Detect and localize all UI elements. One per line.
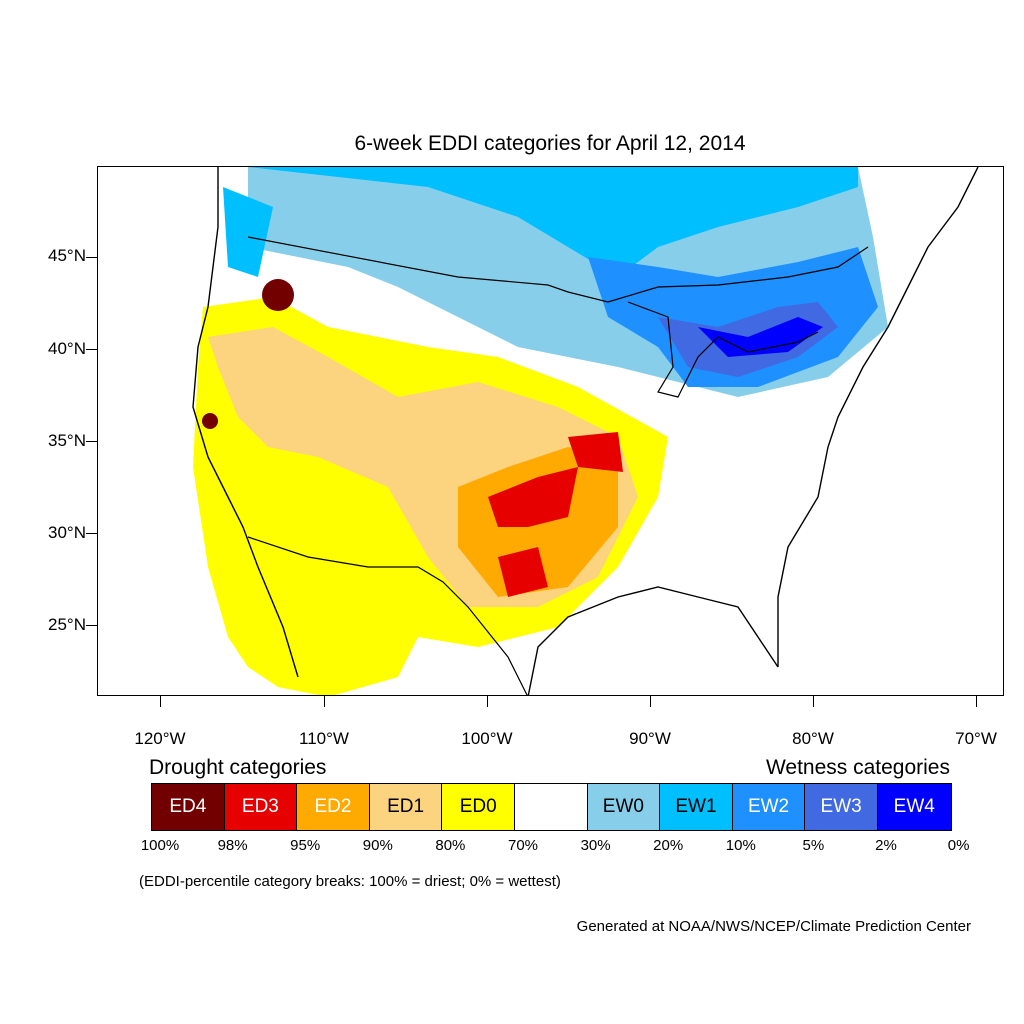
lat-label-30: 30°N — [48, 523, 86, 542]
legend-swatch-ed3: ED3 — [224, 784, 298, 830]
lat-tick — [86, 533, 97, 534]
canada-border — [247, 236, 869, 303]
legend-swatch-ew4: EW4 — [877, 784, 951, 830]
legend-break-label: 80% — [435, 837, 466, 854]
wetness-heading: Wetness categories — [765, 756, 950, 779]
lat-tick — [86, 349, 97, 350]
legend-swatch-neutral — [514, 784, 588, 830]
legend-break-label: 95% — [290, 837, 321, 854]
legend-break-label: 5% — [802, 837, 825, 854]
legend-colorbar: ED4 ED3 ED2 ED1 ED0 EW0 EW1 EW2 EW3 EW4 — [151, 783, 952, 831]
coastline-east — [777, 167, 979, 667]
legend-break-label: 70% — [507, 837, 539, 854]
legend-swatch-ed4: ED4 — [152, 784, 225, 830]
region-ew2 — [588, 247, 878, 387]
lat-tick — [86, 257, 97, 258]
legend-break-label: 90% — [362, 837, 393, 854]
legend-break-label: 0% — [947, 837, 970, 854]
lon-tick — [324, 696, 325, 707]
lat-tick — [86, 625, 97, 626]
lon-label-90: 90°W — [629, 729, 671, 748]
region-ew1-north — [248, 167, 858, 277]
lat-label-25: 25°N — [48, 615, 86, 634]
region-ed3-main — [488, 467, 578, 527]
region-ed4-idaho — [262, 279, 294, 311]
lat-label-35: 35°N — [48, 431, 86, 450]
legend-break-label: 20% — [653, 837, 684, 854]
legend-swatch-ew1: EW1 — [660, 784, 733, 830]
legend-swatch-ed0: ED0 — [442, 784, 515, 830]
great-lakes — [627, 301, 819, 398]
lon-label-80: 80°W — [792, 729, 834, 748]
region-ed4-calif — [202, 413, 218, 429]
lon-tick — [160, 696, 161, 707]
legend-swatch-ew0: EW0 — [587, 784, 661, 830]
lon-tick — [650, 696, 651, 707]
lat-tick — [86, 441, 97, 442]
legend-swatch-ed1: ED1 — [369, 784, 443, 830]
legend-swatch-ew3: EW3 — [805, 784, 878, 830]
lon-label-70: 70°W — [955, 729, 997, 748]
legend-break-label: 2% — [875, 837, 897, 854]
lat-label-40: 40°N — [48, 339, 86, 358]
credit-line: Generated at NOAA/NWS/NCEP/Climate Predi… — [576, 918, 971, 935]
coastline-gulf — [527, 586, 779, 695]
drought-heading: Drought categories — [149, 756, 327, 779]
region-ed3-south — [498, 547, 548, 597]
lon-tick — [813, 696, 814, 707]
region-ed3-ark — [568, 432, 623, 472]
map-title: 6-week EDDI categories for April 12, 201… — [354, 132, 746, 155]
legend-break-label: 100% — [140, 837, 180, 854]
footnote: (EDDI-percentile category breaks: 100% =… — [139, 873, 561, 890]
legend-swatch-ew2: EW2 — [732, 784, 806, 830]
lon-label-110: 110°W — [299, 729, 349, 748]
legend-break-label: 98% — [217, 837, 248, 854]
lon-tick — [976, 696, 977, 707]
legend-break-label: 30% — [580, 837, 611, 854]
legend-swatch-ed2: ED2 — [297, 784, 370, 830]
coastline-west — [192, 167, 299, 678]
map-frame — [97, 166, 1004, 696]
legend-break-label: 10% — [725, 837, 756, 854]
lat-label-45: 45°N — [48, 246, 86, 265]
region-ew1-west — [223, 187, 273, 277]
region-ew4 — [698, 317, 823, 357]
lon-label-120: 120°W — [134, 729, 186, 748]
lon-label-100: 100°W — [461, 729, 513, 748]
eddi-map — [192, 167, 979, 695]
us-mexico-border — [247, 536, 528, 695]
lon-tick — [487, 696, 488, 707]
